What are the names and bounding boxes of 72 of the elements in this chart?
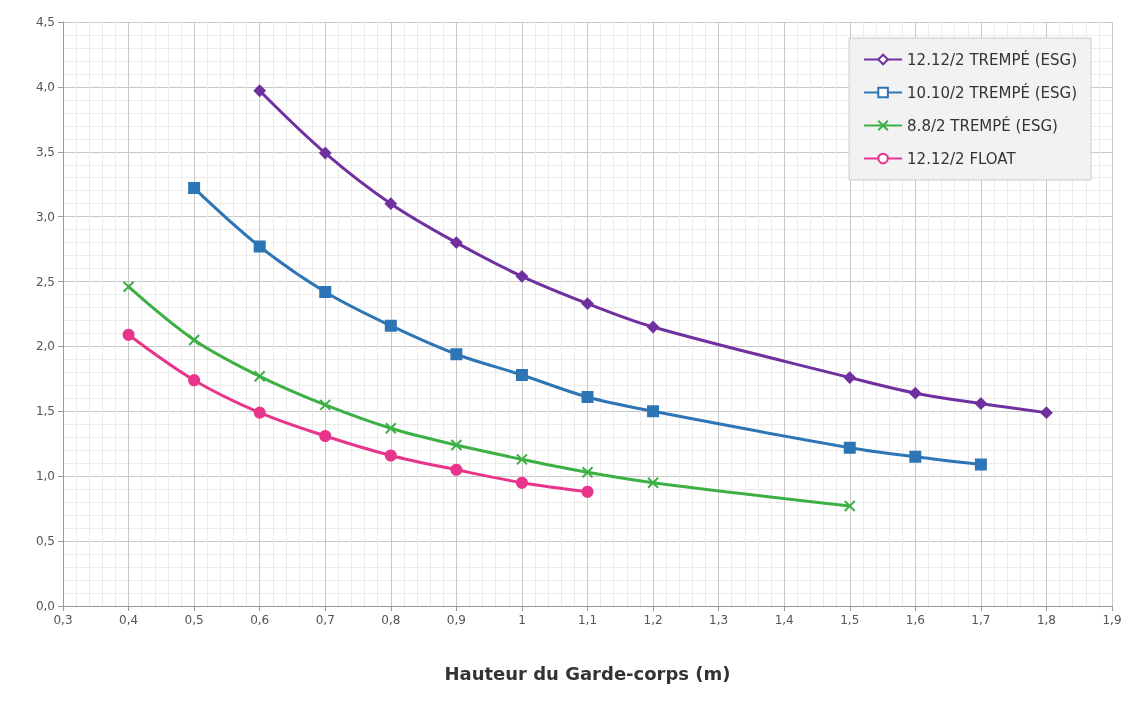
- y-tick-label: 4,5: [35, 15, 55, 29]
- point: [843, 441, 856, 454]
- point: [515, 270, 528, 283]
- point: [843, 500, 856, 513]
- point: [384, 449, 397, 462]
- x-axis-title: Hauteur du Garde-corps (m): [444, 662, 731, 684]
- point: [581, 466, 594, 479]
- point: [581, 391, 594, 404]
- point: [450, 439, 463, 452]
- point: [843, 371, 856, 384]
- legend-label: 12.12/2 TREMPÉ (ESG): [907, 49, 1078, 69]
- y-tick-label: 2,5: [35, 274, 55, 289]
- y-tick-label: 1,0: [35, 469, 55, 484]
- point: [647, 320, 660, 333]
- x-tick-label: 1,5: [840, 613, 860, 627]
- point: [515, 476, 528, 489]
- legend-label: 10.10/2 TREMPÉ (ESG): [907, 82, 1078, 102]
- legend-label: 12.12/2 FLOAT: [907, 149, 1017, 168]
- point: [253, 84, 266, 97]
- point: [319, 398, 332, 411]
- y-tick-label: 3,0: [35, 209, 55, 224]
- point: [1040, 406, 1053, 419]
- point: [384, 319, 397, 332]
- x-tick-label: 1,7: [971, 613, 991, 627]
- point: [450, 236, 463, 249]
- x-tick-label: 0,8: [381, 613, 401, 627]
- point: [515, 369, 528, 381]
- y-tick-label: 1,5: [35, 404, 55, 419]
- x-tick-label: 1,3: [709, 613, 729, 627]
- point: [319, 285, 332, 298]
- point: [581, 297, 594, 310]
- point: [647, 405, 660, 418]
- y-tick-label: 3,5: [35, 144, 55, 159]
- x-tick-label: 1,2: [643, 613, 663, 627]
- x-tick-label: 1: [518, 613, 526, 627]
- x-tick-label: 1,6: [905, 613, 925, 627]
- point: [647, 476, 660, 489]
- point: [122, 280, 135, 293]
- point: [581, 485, 594, 498]
- point: [122, 328, 135, 341]
- point: [974, 458, 987, 471]
- y-tick-label: 0,0: [35, 599, 55, 613]
- point: [909, 387, 922, 400]
- y-tick-label: 2,0: [35, 339, 55, 354]
- point: [384, 197, 397, 210]
- x-tick-label: 1,9: [1102, 613, 1122, 627]
- point: [253, 406, 266, 419]
- x-tick-label: 1,4: [774, 613, 794, 627]
- point: [188, 374, 201, 387]
- point: [319, 429, 332, 442]
- x-tick-label: 0,4: [119, 613, 139, 627]
- point: [253, 370, 266, 383]
- point: [450, 348, 463, 361]
- x-tick-label: 0,9: [446, 613, 466, 627]
- x-tick-label: 1,1: [577, 613, 598, 627]
- point: [319, 147, 332, 160]
- point: [188, 333, 201, 346]
- point: [188, 182, 201, 195]
- x-tick-label: 1,8: [1036, 613, 1056, 627]
- x-tick-label: 0,5: [184, 613, 204, 627]
- x-tick-label: 0,3: [53, 613, 73, 627]
- point: [974, 397, 987, 410]
- point: [253, 240, 266, 253]
- x-tick-label: 0,7: [315, 613, 335, 627]
- point: [515, 453, 528, 466]
- y-tick-label: 0,5: [35, 534, 55, 549]
- point: [450, 463, 463, 476]
- point: [384, 422, 397, 435]
- legend-label: 8.8/2 TREMPÉ (ESG): [907, 115, 1058, 135]
- x-tick-label: 0,6: [250, 613, 270, 627]
- y-tick-label: 4,0: [35, 79, 55, 94]
- point: [909, 450, 922, 463]
